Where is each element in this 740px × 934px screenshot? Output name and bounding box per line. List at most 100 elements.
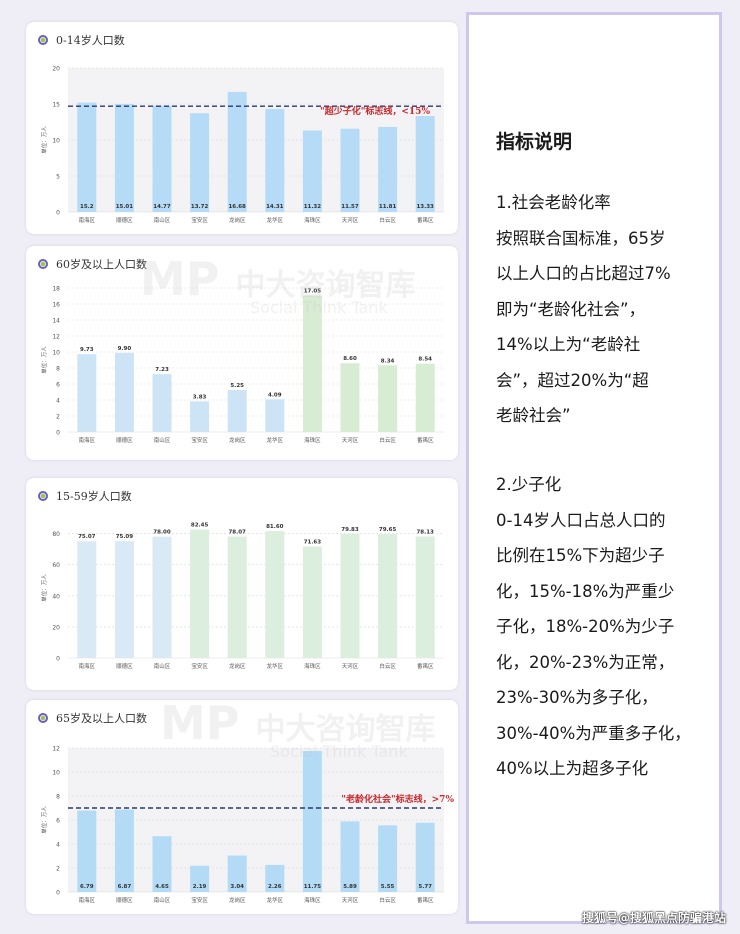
bar-value-label: 2.26 <box>268 884 282 890</box>
bar <box>77 354 97 432</box>
aging-line: 按照联合国标准，65岁 <box>496 228 666 248</box>
y-tick-label: 18 <box>52 286 60 293</box>
x-tick-label: 南海区 <box>79 896 96 904</box>
low-birth-line: 0-14岁人口占总人口的 <box>496 510 666 530</box>
bar-value-label: 5.25 <box>230 383 244 389</box>
bar-value-label: 11.57 <box>341 204 359 210</box>
chart-title-text: 15-59岁人口数 <box>56 490 132 503</box>
bar-value-label: 6.79 <box>80 884 94 890</box>
bar-value-label: 9.73 <box>80 347 94 353</box>
x-tick-label: 南山区 <box>154 896 171 904</box>
chart-title: 15-59岁人口数 <box>38 488 132 504</box>
indicator-explanation-panel: 指标说明 1.社会老龄化率 按照联合国标准，65岁 以上人口的占比超过7% 即为… <box>466 12 722 924</box>
bar <box>340 821 360 892</box>
y-tick-label: 0 <box>56 656 60 663</box>
bar <box>302 751 322 892</box>
x-tick-label: 龙岗区 <box>229 896 246 904</box>
bar-chart-0-14: 0 5 10 15 20 单位：万人 15.2 南海区 15.01 顺德区 14.77 南山区 13.7… <box>40 66 444 224</box>
bar-value-label: 16.68 <box>228 204 246 210</box>
x-tick-label: 番禺区 <box>417 217 434 224</box>
x-tick-label: 白云区 <box>379 216 396 224</box>
y-axis-label: 单位：万人 <box>40 574 48 602</box>
y-tick-label: 12 <box>52 746 60 753</box>
bar <box>340 128 360 212</box>
x-tick-label: 天河区 <box>342 436 359 444</box>
bar <box>265 399 285 432</box>
x-tick-label: 宝安区 <box>191 662 208 670</box>
circle-bullet-icon <box>38 713 48 723</box>
bar-value-label: 15.01 <box>116 204 134 210</box>
bar <box>415 363 435 432</box>
bar-value-label: 8.54 <box>418 357 432 363</box>
bar <box>114 352 134 432</box>
bar-value-label: 7.23 <box>155 367 169 373</box>
y-tick-label: 10 <box>52 138 60 145</box>
y-tick-label: 60 <box>52 562 60 569</box>
chart-card-0-14: 0-14岁人口数 0 5 10 15 20 单位：万人 15.2 南海区 15.01 顺德区 14.… <box>26 22 458 234</box>
bar-value-label: 13.72 <box>191 204 209 210</box>
bar-chart-15-59: 0 20 40 60 80 单位：万人 75.07 南海区 75.09 顺德区 78.00 南山区 82… <box>40 523 444 670</box>
x-tick-label: 番禺区 <box>417 663 434 670</box>
y-axis-label: 单位：万人 <box>40 806 48 834</box>
bar-value-label: 79.83 <box>341 527 359 533</box>
x-tick-label: 龙岗区 <box>229 216 246 224</box>
x-tick-label: 白云区 <box>379 896 396 904</box>
x-tick-label: 南海区 <box>79 436 96 444</box>
low-birth-line: 23%-30%为多子化， <box>496 688 658 707</box>
y-tick-label: 80 <box>52 531 60 538</box>
y-tick-label: 12 <box>52 334 60 341</box>
bar-value-label: 71.63 <box>304 540 322 546</box>
bar-value-label: 4.65 <box>155 884 169 890</box>
y-tick-label: 2 <box>56 414 60 421</box>
x-tick-label: 顺德区 <box>116 436 133 444</box>
bar <box>227 536 247 658</box>
bar-value-label: 14.77 <box>153 204 171 210</box>
bar-value-label: 8.34 <box>381 358 395 364</box>
chart-card-15-59: 15-59岁人口数 0 20 40 60 80 单位：万人 75.07 南海区 75.09 顺德区… <box>26 478 458 690</box>
bar <box>114 541 134 658</box>
x-tick-label: 龙岗区 <box>229 436 246 444</box>
y-tick-label: 0 <box>56 430 60 437</box>
bar <box>77 541 97 658</box>
y-tick-label: 20 <box>52 66 60 73</box>
bar-value-label: 78.13 <box>416 529 434 535</box>
x-tick-label: 南山区 <box>154 662 171 670</box>
bar-chart-60plus: 0 2 4 6 8 10 12 14 16 18 单位：万人 9.73 南海区 9.90 顺德区 7.23 南山… <box>40 286 444 444</box>
chart-card-65plus: 65岁及以上人口数 0 2 4 6 8 10 12 单位：万人 6.79 南海区 6.87 顺德区 4.… <box>26 700 458 914</box>
low-birth-line: 化，20%-23%为正常， <box>496 652 675 672</box>
y-tick-label: 40 <box>52 593 60 600</box>
bar <box>77 810 97 892</box>
bar-value-label: 6.87 <box>118 884 132 890</box>
y-tick-label: 14 <box>52 318 60 325</box>
bar <box>378 825 398 892</box>
chart-title: 65岁及以上人口数 <box>38 710 147 726</box>
y-axis-label: 单位：万人 <box>40 346 48 374</box>
x-tick-label: 番禺区 <box>417 437 434 444</box>
bar <box>302 295 322 432</box>
bar-value-label: 78.07 <box>228 530 246 536</box>
aging-line: 老龄社会” <box>496 406 571 425</box>
low-birth-line: 比例在15%下为超少子 <box>496 546 665 565</box>
circle-bullet-icon <box>38 259 48 269</box>
bar <box>77 102 97 212</box>
y-tick-label: 8 <box>56 794 60 801</box>
x-tick-label: 天河区 <box>342 662 359 670</box>
chart-title-text: 65岁及以上人口数 <box>56 712 147 725</box>
x-tick-label: 天河区 <box>342 896 359 904</box>
low-birth-section: 2.少子化 0-14岁人口占总人口的 比例在15%下为超少子 化，15%-18%… <box>496 467 718 787</box>
bar <box>114 809 134 892</box>
y-tick-label: 2 <box>56 866 60 873</box>
bar-value-label: 3.83 <box>193 394 207 400</box>
bar <box>114 103 134 212</box>
bar <box>152 836 172 892</box>
aging-line: 会”，超过20%为“超 <box>496 370 649 390</box>
x-tick-label: 龙岗区 <box>229 662 246 670</box>
reference-line-label: "老龄化社会"标志线，>7% <box>341 793 454 805</box>
bar <box>378 534 398 658</box>
chart-title: 60岁及以上人口数 <box>38 256 147 272</box>
x-tick-label: 顺德区 <box>116 896 133 904</box>
bar-value-label: 17.05 <box>304 289 322 295</box>
x-tick-label: 顺德区 <box>116 216 133 224</box>
x-tick-label: 龙华区 <box>267 216 284 224</box>
bar <box>152 536 172 658</box>
